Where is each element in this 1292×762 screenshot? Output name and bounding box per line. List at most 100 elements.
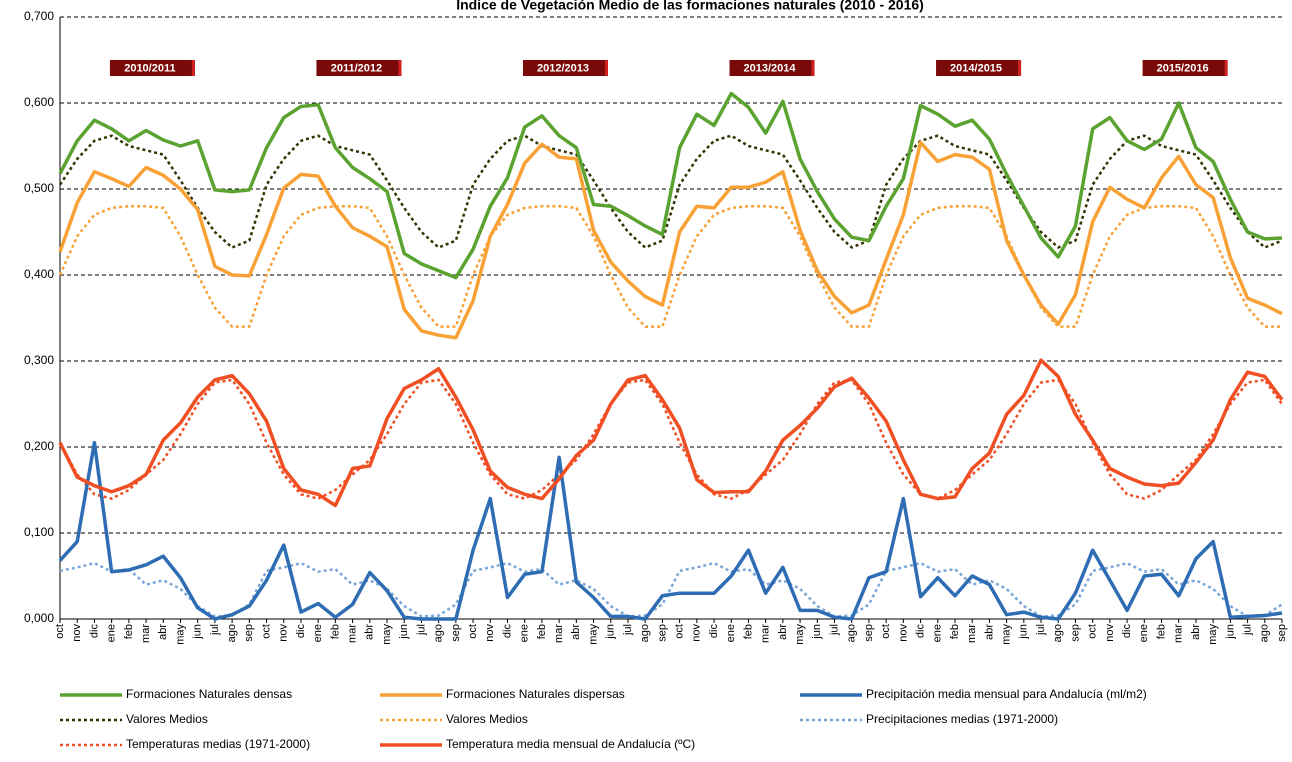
season-label: 2014/2015 (950, 62, 1002, 74)
x-tick-label: jun (398, 624, 410, 640)
series-line (58, 91, 1283, 280)
x-tick-label: ago (1259, 624, 1271, 642)
season-label-accent (398, 60, 402, 76)
season-label-accent (604, 60, 608, 76)
x-tick-label: oct (674, 624, 686, 639)
y-tick-label: 0,600 (24, 95, 54, 109)
x-tick-label: oct (54, 624, 66, 639)
y-tick-label: 0,000 (24, 611, 54, 625)
x-tick-label: may (1207, 624, 1219, 645)
x-tick-label: jun (1018, 624, 1030, 640)
season-label: 2012/2013 (537, 62, 589, 74)
x-tick-label: nov (1104, 624, 1116, 642)
season-label-box (109, 60, 195, 76)
legend-label: Valores Medios (126, 712, 208, 726)
x-tick-label: ene (312, 624, 324, 642)
x-tick-label: abr (157, 624, 169, 640)
y-tick-label: 0,700 (24, 9, 54, 23)
x-tick-label: mar (140, 624, 152, 643)
season-label-accent (1224, 60, 1228, 76)
x-tick-label: ene (519, 624, 531, 642)
x-tick-label: jun (192, 624, 204, 640)
x-tick-label: mar (553, 624, 565, 643)
x-tick-label: ene (106, 624, 118, 642)
x-tick-label: jul (415, 624, 427, 636)
x-tick-label: jul (209, 624, 221, 636)
season-label: 2011/2012 (331, 62, 382, 74)
x-tick-label: jul (828, 624, 840, 636)
x-tick-label: abr (1190, 624, 1202, 640)
x-tick-label: may (174, 624, 186, 645)
x-tick-label: dic (914, 624, 926, 639)
x-tick-label: sep (450, 624, 462, 642)
x-tick-label: feb (123, 624, 135, 639)
x-tick-label: may (587, 624, 599, 645)
season-label-box (936, 60, 1022, 76)
x-tick-label: ago (433, 624, 445, 642)
season-label-box (522, 60, 608, 76)
season-label: 2010/2011 (124, 62, 175, 74)
series-line (58, 358, 1284, 508)
x-tick-label: abr (777, 624, 789, 640)
y-tick-label: 0,400 (24, 267, 54, 281)
x-tick-label: nov (484, 624, 496, 642)
x-tick-label: mar (966, 624, 978, 643)
x-tick-label: oct (260, 624, 272, 639)
x-tick-label: ene (1138, 624, 1150, 642)
x-tick-label: dic (501, 624, 513, 639)
series-line (58, 134, 1283, 249)
x-tick-label: jun (811, 624, 823, 640)
legend-label: Formaciones Naturales dispersas (446, 687, 625, 701)
y-tick-label: 0,300 (24, 353, 54, 367)
x-tick-label: feb (536, 624, 548, 639)
x-tick-label: feb (1155, 624, 1167, 639)
legend-label: Precipitaciones medias (1971-2000) (866, 712, 1058, 726)
x-tick-label: sep (656, 624, 668, 642)
legend-label: Temperaturas medias (1971-2000) (126, 737, 310, 751)
y-tick-label: 0,500 (24, 181, 54, 195)
y-tick-label: 0,200 (24, 439, 54, 453)
x-tick-label: may (1001, 624, 1013, 645)
x-tick-label: feb (949, 624, 961, 639)
x-tick-label: feb (742, 624, 754, 639)
chart-title: Índice de Vegetación Medio de las formac… (456, 0, 924, 13)
season-label-box (316, 60, 402, 76)
season-label-accent (1018, 60, 1022, 76)
x-tick-label: sep (1276, 624, 1288, 642)
season-label: 2013/2014 (744, 62, 797, 74)
x-tick-label: abr (570, 624, 582, 640)
x-tick-label: abr (364, 624, 376, 640)
y-tick-label: 0,100 (24, 525, 54, 539)
series-line (58, 140, 1283, 340)
x-tick-label: jul (622, 624, 634, 636)
x-tick-label: abr (983, 624, 995, 640)
x-tick-label: jul (1241, 624, 1253, 636)
x-tick-label: nov (71, 624, 83, 642)
season-label-accent (191, 60, 195, 76)
x-tick-label: sep (243, 624, 255, 642)
x-tick-label: nov (897, 624, 909, 642)
x-tick-label: mar (346, 624, 358, 643)
x-tick-label: ago (639, 624, 651, 642)
x-tick-label: nov (278, 624, 290, 642)
x-tick-label: feb (329, 624, 341, 639)
x-tick-label: ene (932, 624, 944, 642)
x-tick-label: dic (88, 624, 100, 639)
season-label-box (1142, 60, 1228, 76)
x-tick-label: nov (691, 624, 703, 642)
x-tick-label: ago (1052, 624, 1064, 642)
series-line (58, 204, 1282, 328)
season-label-box (729, 60, 815, 76)
x-tick-label: sep (1069, 624, 1081, 642)
x-tick-label: ago (846, 624, 858, 642)
x-tick-label: ago (226, 624, 238, 642)
x-tick-label: dic (1121, 624, 1133, 639)
legend-label: Temperatura media mensual de Andalucía (… (446, 737, 695, 751)
x-tick-label: dic (295, 624, 307, 639)
legend-label: Valores Medios (446, 712, 528, 726)
x-tick-label: jun (605, 624, 617, 640)
x-tick-label: may (381, 624, 393, 645)
season-label: 2015/2016 (1157, 62, 1209, 74)
legend-label: Formaciones Naturales densas (126, 687, 292, 701)
